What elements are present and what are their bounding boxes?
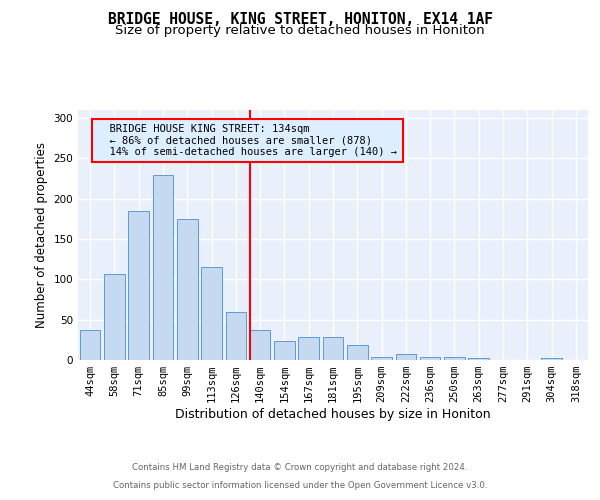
Bar bbox=[323, 338, 343, 360]
Bar bbox=[274, 342, 295, 360]
Bar bbox=[177, 219, 197, 360]
Bar bbox=[444, 357, 465, 360]
Bar bbox=[347, 346, 368, 360]
Bar bbox=[201, 268, 222, 360]
Bar bbox=[104, 274, 125, 360]
Bar bbox=[541, 358, 562, 360]
Text: BRIDGE HOUSE KING STREET: 134sqm
  ← 86% of detached houses are smaller (878)
  : BRIDGE HOUSE KING STREET: 134sqm ← 86% o… bbox=[97, 124, 397, 157]
Bar bbox=[420, 357, 440, 360]
Bar bbox=[469, 358, 489, 360]
Bar bbox=[371, 357, 392, 360]
Text: BRIDGE HOUSE, KING STREET, HONITON, EX14 1AF: BRIDGE HOUSE, KING STREET, HONITON, EX14… bbox=[107, 12, 493, 28]
Text: Contains HM Land Registry data © Crown copyright and database right 2024.: Contains HM Land Registry data © Crown c… bbox=[132, 464, 468, 472]
X-axis label: Distribution of detached houses by size in Honiton: Distribution of detached houses by size … bbox=[175, 408, 491, 421]
Bar bbox=[152, 174, 173, 360]
Bar bbox=[226, 312, 246, 360]
Y-axis label: Number of detached properties: Number of detached properties bbox=[35, 142, 48, 328]
Bar bbox=[298, 338, 319, 360]
Text: Contains public sector information licensed under the Open Government Licence v3: Contains public sector information licen… bbox=[113, 481, 487, 490]
Bar bbox=[250, 330, 271, 360]
Text: Size of property relative to detached houses in Honiton: Size of property relative to detached ho… bbox=[115, 24, 485, 37]
Bar bbox=[128, 211, 149, 360]
Bar bbox=[395, 354, 416, 360]
Bar bbox=[80, 330, 100, 360]
